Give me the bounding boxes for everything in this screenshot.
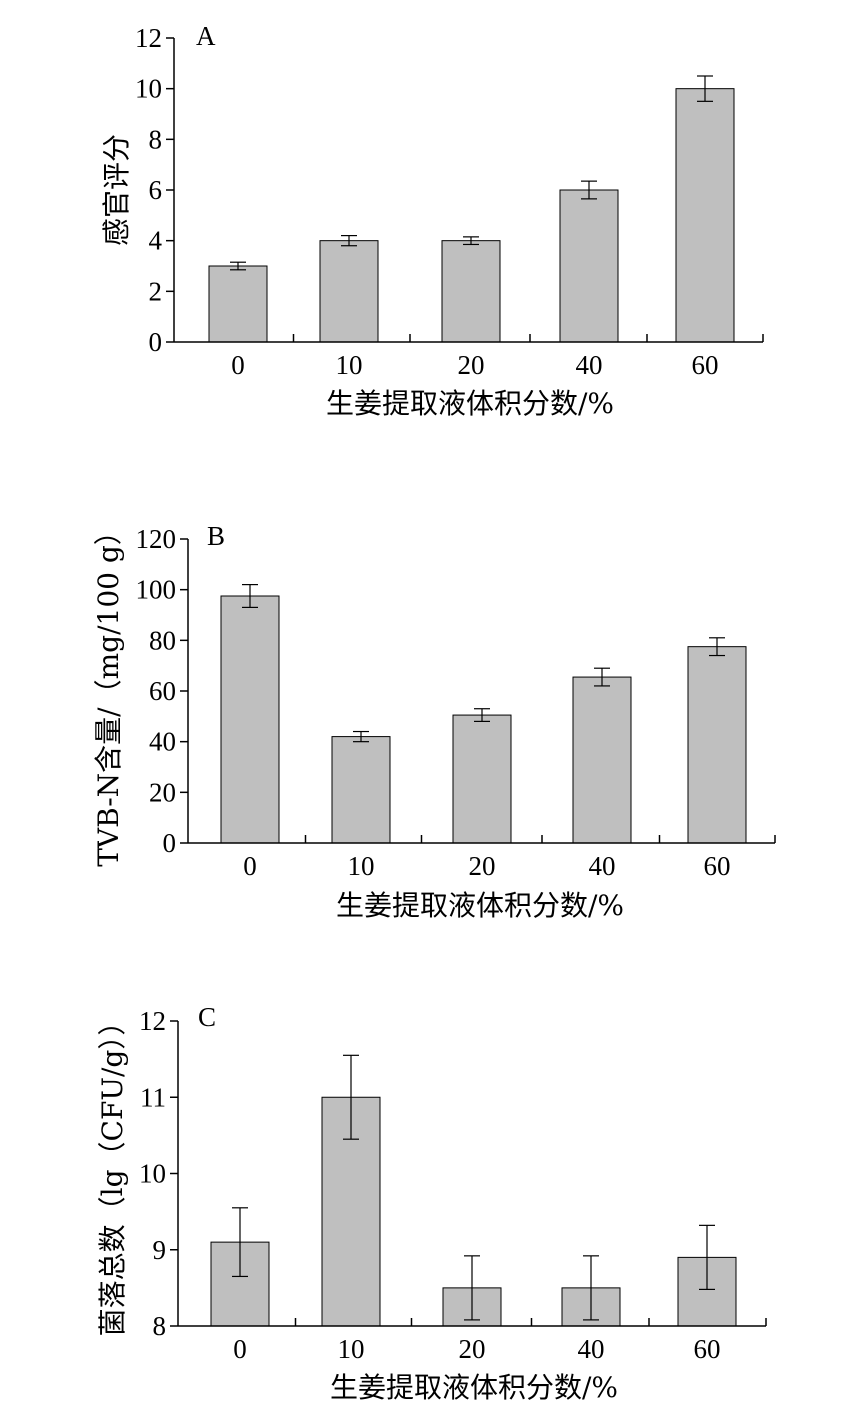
panel-a-label: A bbox=[196, 21, 216, 51]
x-tick-label: 20 bbox=[459, 1334, 486, 1364]
y-tick-label: 60 bbox=[149, 676, 176, 706]
y-tick-label: 2 bbox=[149, 276, 163, 306]
bar-10 bbox=[331, 736, 391, 844]
y-tick-label: 8 bbox=[149, 124, 163, 154]
y-tick-label: 6 bbox=[149, 175, 163, 205]
panel-c-plot-area: 8 9 10 11 12 0 10 20 40 60 bbox=[139, 1006, 767, 1364]
x-tick-label: 60 bbox=[704, 851, 731, 881]
panel-c: 8 9 10 11 12 0 10 20 40 60 C 菌落总数（lg（CFU/g）） 生姜提取… bbox=[96, 1002, 767, 1404]
y-tick-label: 0 bbox=[163, 828, 177, 858]
panel-b: 0 20 40 60 80 100 120 0 10 20 40 60 B TVB-N含量/（mg/1… bbox=[92, 517, 776, 922]
panel-c-label: C bbox=[198, 1002, 216, 1032]
y-tick-label: 11 bbox=[140, 1082, 166, 1112]
panel-b-label: B bbox=[207, 521, 225, 551]
panel-b-xlabel: 生姜提取液体积分数/% bbox=[336, 889, 624, 922]
y-tick-label: 12 bbox=[139, 1006, 166, 1036]
x-tick-label: 0 bbox=[231, 350, 245, 380]
y-tick-label: 9 bbox=[153, 1235, 167, 1265]
x-tick-label: 40 bbox=[576, 350, 603, 380]
x-tick-label: 20 bbox=[458, 350, 485, 380]
x-tick-label: 10 bbox=[348, 851, 375, 881]
x-tick-label: 10 bbox=[338, 1334, 365, 1364]
y-tick-label: 4 bbox=[149, 226, 163, 256]
x-tick-label: 40 bbox=[578, 1334, 605, 1364]
panel-a-xlabel: 生姜提取液体积分数/% bbox=[326, 387, 614, 420]
bar-10 bbox=[319, 240, 379, 343]
y-tick-label: 40 bbox=[149, 727, 176, 757]
panel-c-xlabel: 生姜提取液体积分数/% bbox=[330, 1371, 618, 1404]
bar-20 bbox=[441, 240, 501, 343]
x-tick-label: 10 bbox=[336, 350, 363, 380]
bar-0 bbox=[220, 595, 280, 844]
x-tick-label: 60 bbox=[692, 350, 719, 380]
y-tick-label: 20 bbox=[149, 777, 176, 807]
panel-a-plot-area: 0 2 4 6 8 10 12 0 10 20 40 60 bbox=[135, 23, 764, 380]
bar-40 bbox=[572, 676, 632, 844]
x-tick-label: 0 bbox=[233, 1334, 247, 1364]
panel-b-plot-area: 0 20 40 60 80 100 120 0 10 20 40 60 bbox=[136, 524, 776, 881]
bar-60 bbox=[675, 88, 735, 343]
x-tick-label: 0 bbox=[243, 851, 257, 881]
panel-a: 0 2 4 6 8 10 12 0 10 20 40 60 A 感官评分 生姜提取液体积分数/% bbox=[100, 21, 764, 420]
y-tick-label: 0 bbox=[149, 327, 163, 357]
y-tick-label: 120 bbox=[136, 524, 177, 554]
x-tick-label: 60 bbox=[694, 1334, 721, 1364]
y-tick-label: 10 bbox=[135, 74, 162, 104]
x-tick-label: 40 bbox=[589, 851, 616, 881]
bar-40 bbox=[559, 189, 619, 343]
y-tick-label: 80 bbox=[149, 625, 176, 655]
panel-a-ylabel: 感官评分 bbox=[100, 134, 133, 246]
y-tick-label: 12 bbox=[135, 23, 162, 53]
panel-b-ylabel: TVB-N含量/（mg/100 g） bbox=[92, 517, 125, 867]
x-tick-label: 20 bbox=[469, 851, 496, 881]
y-tick-label: 100 bbox=[136, 575, 177, 605]
y-tick-label: 8 bbox=[153, 1311, 167, 1341]
panel-c-ylabel: 菌落总数（lg（CFU/g）） bbox=[96, 1008, 129, 1337]
y-tick-label: 10 bbox=[139, 1159, 166, 1189]
bar-20 bbox=[452, 714, 512, 844]
bar-60 bbox=[687, 646, 747, 844]
bar-0 bbox=[208, 265, 268, 343]
